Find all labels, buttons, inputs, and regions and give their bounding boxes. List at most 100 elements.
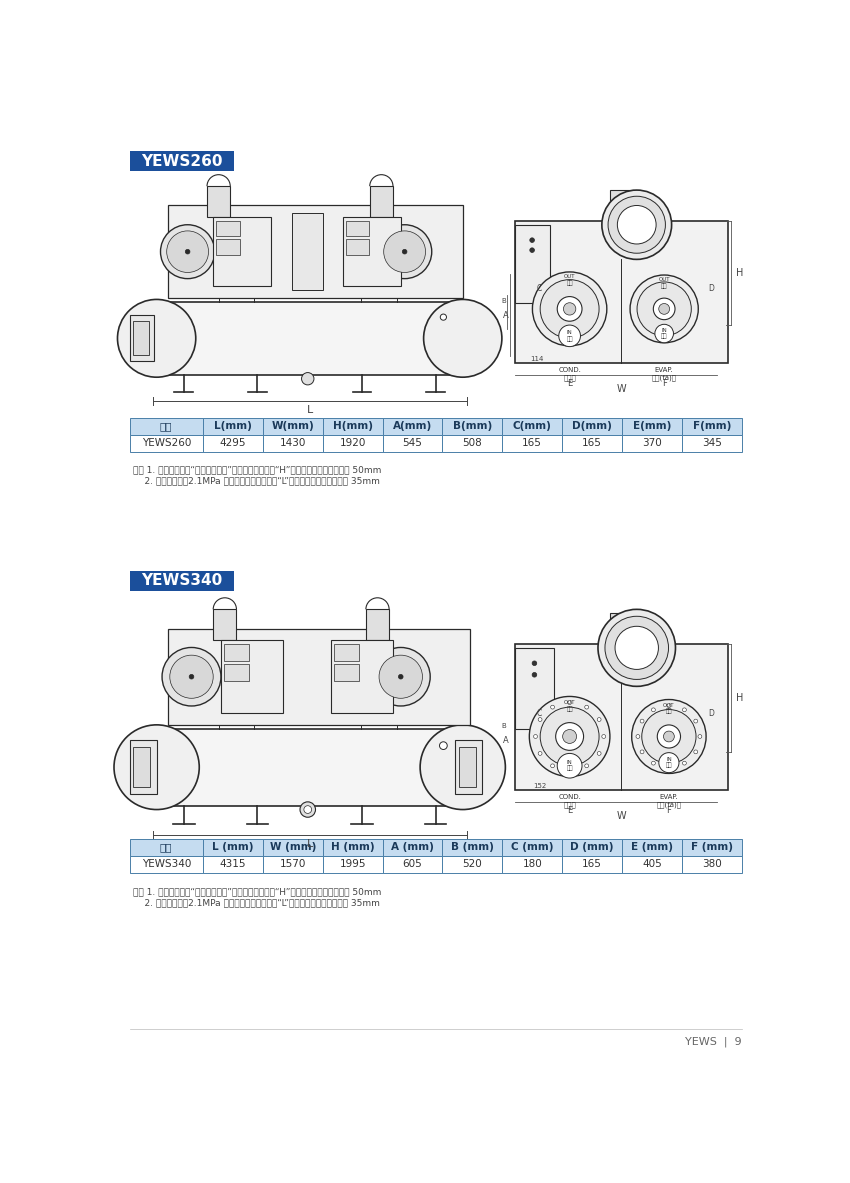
Circle shape xyxy=(640,719,644,723)
Bar xyxy=(153,302,467,375)
Bar xyxy=(221,640,283,713)
Text: W: W xyxy=(617,384,626,394)
Text: L: L xyxy=(307,405,313,415)
Bar xyxy=(443,839,502,855)
Text: F: F xyxy=(666,806,672,815)
Text: 520: 520 xyxy=(462,859,482,870)
Bar xyxy=(129,151,234,172)
Bar xyxy=(682,434,742,452)
Text: 545: 545 xyxy=(403,438,422,448)
Bar xyxy=(292,213,323,290)
Text: 508: 508 xyxy=(462,438,482,448)
Bar xyxy=(382,855,443,873)
Text: E: E xyxy=(567,379,572,388)
Bar xyxy=(168,206,462,298)
Bar xyxy=(562,418,622,434)
Circle shape xyxy=(304,806,312,814)
Circle shape xyxy=(540,707,599,765)
Text: D (mm): D (mm) xyxy=(570,842,614,852)
Circle shape xyxy=(642,710,696,763)
Circle shape xyxy=(532,272,607,345)
Bar xyxy=(129,855,203,873)
Circle shape xyxy=(439,742,447,750)
Circle shape xyxy=(617,206,656,244)
Text: W: W xyxy=(617,812,626,821)
Text: 4315: 4315 xyxy=(219,859,246,870)
Text: A: A xyxy=(503,310,508,319)
Circle shape xyxy=(664,731,674,742)
Text: COND.
冷凝器: COND. 冷凝器 xyxy=(558,367,581,381)
Text: B (mm): B (mm) xyxy=(450,842,494,852)
Bar xyxy=(515,648,554,729)
Bar xyxy=(502,839,562,855)
Circle shape xyxy=(630,274,698,343)
Text: E(mm): E(mm) xyxy=(632,421,672,431)
Text: 165: 165 xyxy=(522,438,542,448)
Bar xyxy=(207,186,230,216)
Bar xyxy=(366,609,389,640)
Bar xyxy=(203,418,263,434)
Bar xyxy=(343,216,400,286)
Text: 2. 如机组选用了2.1MPa 水算，则每个机组长度“L”在上表尺寸的基础上增加 35mm: 2. 如机组选用了2.1MPa 水算，则每个机组长度“L”在上表尺寸的基础上增加… xyxy=(133,898,380,907)
Text: 405: 405 xyxy=(642,859,662,870)
Bar xyxy=(216,239,240,254)
Circle shape xyxy=(558,297,582,322)
Circle shape xyxy=(540,279,599,338)
Circle shape xyxy=(667,704,671,707)
Text: 2. 如机组选用了2.1MPa 水算，则每个机组长度“L”在上表尺寸的基础上增加 35mm: 2. 如机组选用了2.1MPa 水算，则每个机组长度“L”在上表尺寸的基础上增加… xyxy=(133,476,380,485)
Circle shape xyxy=(563,730,576,743)
Bar xyxy=(609,190,633,232)
Text: L (mm): L (mm) xyxy=(212,842,253,852)
Text: A (mm): A (mm) xyxy=(391,842,434,852)
Text: 114: 114 xyxy=(530,356,543,362)
Bar xyxy=(263,434,323,452)
Circle shape xyxy=(605,616,668,679)
Circle shape xyxy=(651,707,655,712)
Text: F (mm): F (mm) xyxy=(691,842,733,852)
Circle shape xyxy=(402,250,407,254)
Circle shape xyxy=(632,699,706,774)
Circle shape xyxy=(167,231,208,272)
Circle shape xyxy=(667,765,671,769)
Bar xyxy=(263,418,323,434)
Circle shape xyxy=(564,303,575,315)
Text: E: E xyxy=(567,806,572,815)
Circle shape xyxy=(170,655,213,698)
Bar xyxy=(129,434,203,452)
Text: A: A xyxy=(503,736,508,745)
Text: IN
進水: IN 進水 xyxy=(661,328,667,340)
Circle shape xyxy=(420,725,506,809)
Bar xyxy=(133,748,150,787)
Circle shape xyxy=(302,373,314,384)
Bar xyxy=(168,628,471,725)
Bar xyxy=(334,644,359,661)
Text: 注： 1. 如机组选用了“制冷剂隔离阀”，则每个机组长度“H”在上表尺寸的基础上增加 50mm: 注： 1. 如机组选用了“制冷剂隔离阀”，则每个机组长度“H”在上表尺寸的基础上… xyxy=(133,887,382,897)
Circle shape xyxy=(640,750,644,754)
Bar xyxy=(129,315,155,362)
Text: IN
進水: IN 進水 xyxy=(566,330,573,342)
Bar xyxy=(331,640,393,713)
Text: B: B xyxy=(502,298,507,304)
Text: 1920: 1920 xyxy=(339,438,366,448)
Bar xyxy=(515,225,550,303)
Bar xyxy=(515,221,728,363)
Bar xyxy=(443,855,502,873)
Circle shape xyxy=(114,725,199,809)
Circle shape xyxy=(551,764,554,768)
Bar xyxy=(224,664,249,681)
Text: YEWS260: YEWS260 xyxy=(141,154,223,169)
Circle shape xyxy=(683,707,686,712)
Text: 4295: 4295 xyxy=(219,438,246,448)
Text: IN
進水: IN 進水 xyxy=(566,759,573,771)
Bar xyxy=(609,613,633,655)
Circle shape xyxy=(598,751,601,755)
Bar xyxy=(129,741,156,794)
Circle shape xyxy=(190,674,194,679)
Text: 型号: 型号 xyxy=(160,421,173,431)
Circle shape xyxy=(657,725,681,748)
Text: 370: 370 xyxy=(642,438,662,448)
Text: L(mm): L(mm) xyxy=(214,421,252,431)
Circle shape xyxy=(683,761,686,765)
Circle shape xyxy=(698,735,702,738)
Text: 605: 605 xyxy=(403,859,422,870)
